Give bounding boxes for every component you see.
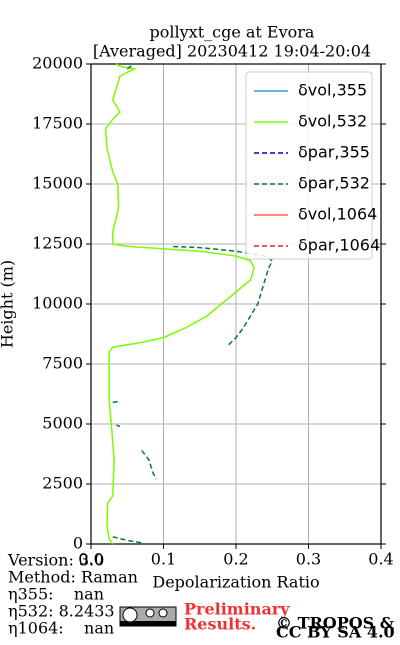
y-axis-label: Height (m) [0,260,17,348]
legend-label: δvol,532 [298,112,367,131]
y-tick-label: 0 [73,534,83,553]
profile-line [112,63,274,544]
legend-label: δvol,1064 [298,205,377,224]
plot-frame [90,63,382,545]
x-tick-label: 0.1 [151,550,176,569]
annotation: Version: 3.0 [7,551,104,570]
y-tick-label: 12500 [32,234,83,253]
legend: δvol,355 δvol,532 δpar,355 δpar,532 δvol,106… [245,71,380,260]
x-tick-label: 0.4 [368,550,393,569]
legend-label: δpar,1064 [298,236,380,255]
y-tick-label: 20000 [32,54,83,73]
watermark: Preliminary [184,600,290,619]
annotation: Method: Raman [8,568,138,587]
legend-label: δpar,532 [298,174,370,193]
annotation: η532: 8.2433 [8,602,115,621]
y-tick-label: 17500 [32,114,83,133]
y-tick-label: 5000 [42,414,83,433]
x-tick-label: 0.3 [296,550,321,569]
annotation: η1064: nan [8,619,114,638]
license: CC BY SA 4.0 License. [276,623,400,641]
x-axis-label: Depolarization Ratio [152,573,319,592]
x-tick-label: 0.0 [78,550,103,569]
legend-label: δpar,355 [298,143,370,162]
y-tick-label: 2500 [42,474,83,493]
watermark: Results. [184,615,256,634]
y-tick-label: 10000 [32,294,83,313]
y-tick-label: 7500 [42,354,83,373]
license: © TROPOS & CGE 2023. [276,614,400,633]
cc-badge [119,606,177,627]
profile-line [104,63,255,545]
chart-title: pollyxt_cge at Evora [150,23,315,42]
legend-label: δvol,355 [298,81,367,100]
annotation: η355: nan [8,585,104,604]
y-tick-label: 15000 [32,174,83,193]
chart-title: [Averaged] 20230412 19:04-20:04 [93,42,371,61]
legend-box [245,71,373,260]
x-tick-label: 0.2 [223,550,248,569]
